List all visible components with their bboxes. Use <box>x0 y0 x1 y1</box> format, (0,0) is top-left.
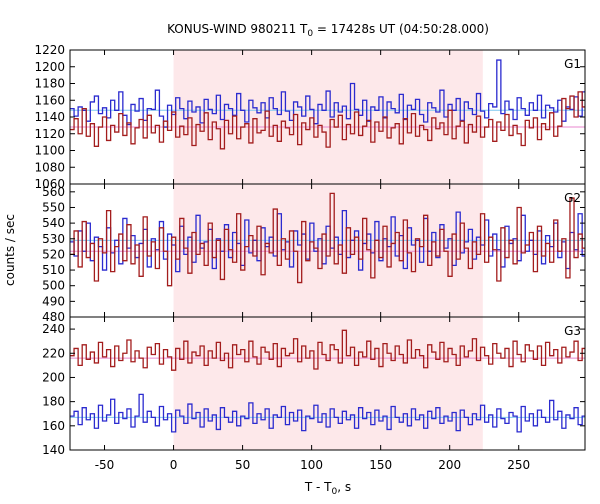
y-tick-label: 510 <box>42 263 65 277</box>
panel-label-g2: G2 <box>564 191 581 205</box>
highlight-interval <box>173 317 483 450</box>
panel-g3: 140 160 180 200 220 240 G3 <box>42 316 586 457</box>
panel-frame <box>69 316 586 451</box>
y-tick-label: 1060 <box>34 177 65 191</box>
y-tick-label: 180 <box>42 395 65 409</box>
y-tick-label: 1200 <box>34 60 65 74</box>
y-tick-label: 240 <box>42 322 65 336</box>
chart-title: KONUS-WIND 980211 T0 = 17428s UT (04:50:… <box>167 22 489 39</box>
y-tick-label: 1120 <box>34 127 65 141</box>
y-tick-label: 1160 <box>34 93 65 107</box>
series-line-g1-0 <box>70 59 585 128</box>
y-tick-label: 1220 <box>34 43 65 57</box>
x-tick-label: 0 <box>170 458 178 472</box>
y-axis-label: counts / sec <box>3 214 17 286</box>
x-tick-label: 150 <box>369 458 392 472</box>
series-line-g3-1 <box>70 393 585 433</box>
y-tick-label: 160 <box>42 419 65 433</box>
y-tick-label: 550 <box>42 200 65 214</box>
x-axis: -50 0 50 100 150 200 250 <box>95 458 530 472</box>
y-tick-label: 1180 <box>34 77 65 91</box>
panel-label-g1: G1 <box>564 57 581 71</box>
y-tick-label: 500 <box>42 279 65 293</box>
x-tick-label: 100 <box>300 458 323 472</box>
y-tick-label: 1080 <box>34 160 65 174</box>
x-tick-label: 250 <box>507 458 530 472</box>
series-line-g2-1 <box>70 192 585 287</box>
panel-g1: 1060 1080 1100 1120 1140 1160 1180 1200 1220 G1 <box>34 43 586 191</box>
y-tick-label: 480 <box>42 310 65 324</box>
y-tick-label: 1140 <box>34 110 65 124</box>
series-line-g1-1 <box>70 91 585 150</box>
y-tick-label: 540 <box>42 216 65 230</box>
y-tick-label: 520 <box>42 247 65 261</box>
y-tick-label: 1100 <box>34 144 65 158</box>
y-tick-label: 530 <box>42 232 65 246</box>
y-tick-label: 560 <box>42 185 65 199</box>
y-tick-label: 200 <box>42 370 65 384</box>
x-tick-label: 50 <box>235 458 250 472</box>
x-axis-label: T - T0, s <box>304 480 351 497</box>
series-line-g3-0 <box>70 329 585 371</box>
y-tick-label: 490 <box>42 294 65 308</box>
x-tick-label: 200 <box>438 458 461 472</box>
y-tick-label: 220 <box>42 346 65 360</box>
series-line-g2-0 <box>70 209 585 273</box>
x-tick-label: -50 <box>95 458 115 472</box>
y-tick-label: 140 <box>42 443 65 457</box>
panel-label-g3: G3 <box>564 324 581 338</box>
